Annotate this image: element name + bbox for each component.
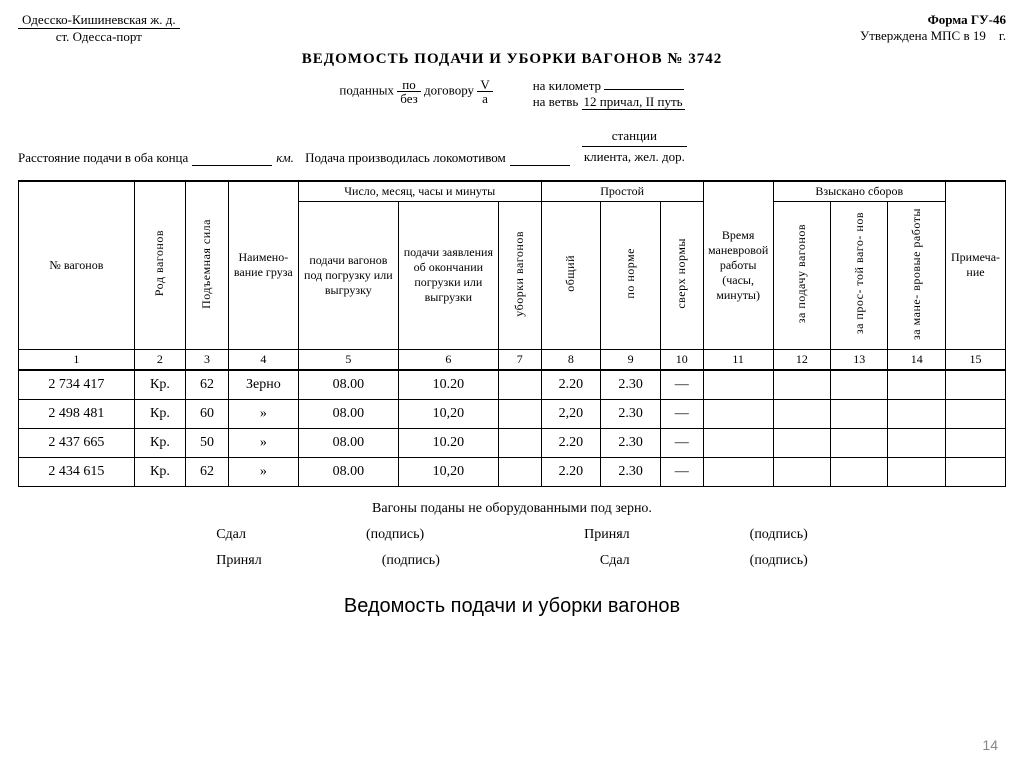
sig-sign: (подпись) [750, 527, 808, 543]
sig-prinyal: Принял [584, 527, 630, 543]
approved-line: Утверждена МПС в 19 г. [860, 28, 1006, 44]
header-right: Форма ГУ-46 Утверждена МПС в 19 г. [860, 12, 1006, 44]
table-row: 2 434 615Кр.62»08.0010,202.202.30— [19, 458, 1006, 487]
signature-block: Сдал (подпись) Принял (подпись) [18, 527, 1006, 543]
sig-sdal: Сдал [216, 527, 246, 543]
col-maneuver-time: Время маневровой работы (часы, минуты) [708, 228, 768, 302]
distance-line: Расстояние подачи в оба конца км. Подача… [18, 128, 1006, 166]
branch-value: 12 причал, II путь [582, 94, 685, 110]
header-left: Одесско-Кишиневская ж. д. ст. Одесса-пор… [18, 12, 180, 45]
slide-caption: Ведомость подачи и уборки вагонов [18, 595, 1006, 618]
col-wagon-no: № вагонов [49, 258, 103, 272]
station-name: ст. Одесса-порт [56, 29, 142, 44]
sig-sign: (подпись) [750, 553, 808, 569]
document-title: ВЕДОМОСТЬ ПОДАЧИ И УБОРКИ ВАГОНОВ № 3742 [18, 51, 1006, 68]
col-note: Примеча- ние [951, 250, 1000, 279]
sig-sign: (подпись) [382, 553, 440, 569]
column-numbers: 1234 5678 9101112 131415 [19, 350, 1006, 371]
equipment-note: Вагоны поданы не оборудованными под зерн… [18, 501, 1006, 517]
col-cargo: Наимено- вание груза [234, 250, 293, 279]
page-number: 14 [982, 737, 998, 753]
colgroup-fees: Взыскано сборов [815, 184, 903, 198]
form-number: Форма ГУ-46 [860, 12, 1006, 28]
contract-line: поданных по без договору V а на километр… [18, 78, 1006, 110]
colgroup-datetime: Число, месяц, часы и минуты [344, 184, 495, 198]
railway-name: Одесско-Кишиневская ж. д. [18, 12, 180, 29]
col-wagon-type: Род вагонов [152, 226, 167, 300]
signature-block-2: Принял (подпись) Сдал (подпись) [18, 553, 1006, 569]
sig-sign: (подпись) [366, 527, 424, 543]
wagon-table: № вагонов Род вагонов Подъемная сила Наи… [18, 180, 1006, 488]
col-capacity: Подъемная сила [199, 215, 214, 313]
colgroup-idle: Простой [600, 184, 644, 198]
table-row: 2 734 417Кр.62Зерно08.0010.202.202.30— [19, 370, 1006, 400]
table-row: 2 498 481Кр.60»08.0010,202,202.30— [19, 400, 1006, 429]
sig-sdal: Сдал [600, 553, 630, 569]
table-row: 2 437 665Кр.50»08.0010.202.202.30— [19, 429, 1006, 458]
sig-prinyal: Принял [216, 553, 262, 569]
